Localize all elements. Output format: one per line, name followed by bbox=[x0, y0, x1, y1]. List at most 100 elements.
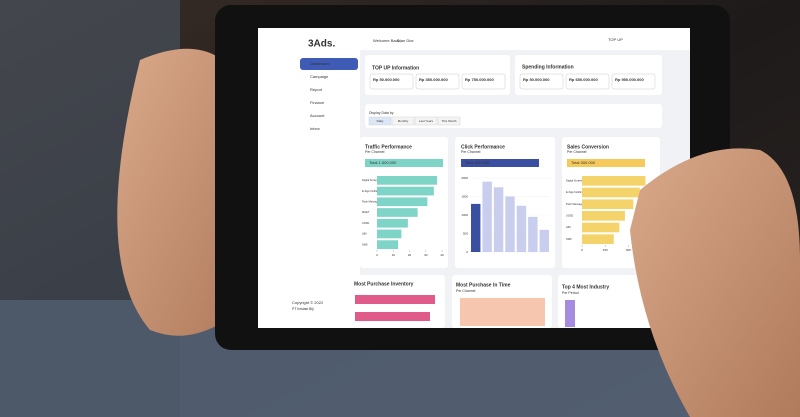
card-title: Traffic Performance bbox=[365, 144, 412, 150]
card-title: Click Performance bbox=[461, 144, 505, 150]
y-tick-label: 1500 bbox=[461, 194, 468, 198]
nav-active bbox=[300, 58, 358, 70]
display-label: Display Data by bbox=[369, 111, 394, 115]
spending-card bbox=[515, 55, 662, 95]
amount-box bbox=[461, 73, 506, 90]
y-tick-label: Push Message bbox=[362, 199, 380, 203]
bar bbox=[377, 218, 408, 228]
bar bbox=[377, 197, 428, 207]
user-name: Dian Dior bbox=[397, 38, 414, 43]
topup-card bbox=[365, 55, 510, 95]
card-title: Most Purchase Inventory bbox=[354, 281, 414, 287]
option bbox=[391, 116, 415, 126]
heatmap bbox=[460, 298, 545, 326]
total-bar bbox=[365, 159, 443, 167]
total: Total 300.000 bbox=[571, 160, 596, 165]
x-tick-label: 10 bbox=[392, 253, 396, 257]
bar bbox=[539, 229, 549, 252]
amount: Rp 650.000.000 bbox=[569, 77, 598, 82]
y-tick-label: LBA bbox=[362, 232, 367, 236]
amount: Rp 50.000.000 bbox=[523, 77, 550, 82]
x-tick-label: 40 bbox=[440, 253, 444, 257]
x-tick-label: 25K bbox=[603, 248, 608, 252]
nav-item: Inbox bbox=[310, 126, 320, 131]
card-subtitle: Per Channel bbox=[567, 150, 587, 154]
bar bbox=[377, 240, 399, 249]
total: Total 1.500.000 bbox=[369, 160, 397, 165]
amount-box bbox=[565, 73, 610, 90]
card-subtitle: Per Channel bbox=[456, 289, 476, 293]
total: Total 300.000 bbox=[465, 160, 490, 165]
y-tick-label: 2000 bbox=[461, 176, 468, 180]
topup-button[interactable]: TOP UP bbox=[608, 37, 623, 42]
amount: Rp 350.000.000 bbox=[419, 77, 448, 82]
copyright: Copyright © 2022 bbox=[292, 300, 324, 305]
y-tick-label: SMS bbox=[362, 242, 368, 246]
card-subtitle: Per Channel bbox=[365, 150, 385, 154]
bar bbox=[582, 211, 625, 221]
y-tick-label: LBA bbox=[566, 225, 571, 229]
option bbox=[437, 116, 461, 126]
nav-item: Account bbox=[310, 113, 325, 118]
total-bar bbox=[567, 159, 645, 167]
bar bbox=[582, 176, 646, 186]
bar bbox=[528, 216, 538, 252]
x-tick-label: 0 bbox=[376, 253, 378, 257]
nav-item: Report bbox=[310, 87, 323, 92]
y-tick-label: E-Sign Notification bbox=[566, 190, 588, 194]
y-tick-label: E-Sign Notification bbox=[362, 189, 384, 193]
y-tick-label: 1000 bbox=[461, 213, 468, 217]
x-tick-label: 0 bbox=[581, 248, 583, 252]
y-tick-label: Digital Screen bbox=[566, 179, 583, 183]
bar bbox=[377, 186, 434, 196]
sidebar bbox=[258, 28, 360, 328]
decor-bar bbox=[565, 300, 575, 327]
bar bbox=[582, 222, 620, 233]
x-tick-label: 50K bbox=[626, 248, 631, 252]
card-title: Most Purchase In Time bbox=[456, 282, 511, 288]
bar bbox=[582, 234, 614, 244]
option bbox=[368, 116, 392, 126]
y-tick-label: SMS bbox=[566, 237, 572, 241]
y-tick-label: MGET bbox=[362, 210, 370, 214]
amount-box bbox=[519, 73, 564, 90]
nav-item: Dashboard bbox=[310, 61, 330, 66]
y-tick-label: Push Message bbox=[566, 202, 584, 206]
option-label: Last Years bbox=[419, 119, 434, 123]
option-label: This Month bbox=[442, 119, 457, 123]
bar bbox=[377, 229, 402, 239]
card-title: Sales Conversion bbox=[567, 144, 609, 150]
logo: 3Ads. bbox=[308, 39, 335, 50]
right-hand bbox=[630, 148, 800, 417]
header bbox=[360, 28, 690, 50]
card-title: Top 4 Most Industry bbox=[562, 284, 609, 290]
x-tick-label: 20 bbox=[408, 253, 412, 257]
decor-bar bbox=[355, 295, 435, 304]
industry-card bbox=[558, 275, 658, 328]
total-bar bbox=[461, 159, 539, 167]
amount: Rp 750.000.000 bbox=[465, 77, 494, 82]
bar bbox=[516, 205, 527, 252]
bar bbox=[471, 203, 481, 252]
bar bbox=[582, 199, 634, 209]
amount: Rp 50.000.000 bbox=[373, 77, 400, 82]
bar bbox=[493, 187, 504, 252]
bar bbox=[377, 208, 418, 217]
company: PT Inisiasi Biji bbox=[292, 307, 314, 311]
nav-item: Finance bbox=[310, 100, 325, 105]
amount-box bbox=[611, 73, 656, 90]
x-tick-label: 30 bbox=[424, 253, 428, 257]
amount: Rp 950.000.000 bbox=[615, 77, 644, 82]
card-title: TOP UP Information bbox=[372, 65, 419, 71]
option-label: Monthly bbox=[398, 119, 409, 123]
bar bbox=[482, 181, 492, 252]
amount-box bbox=[415, 73, 460, 90]
card-subtitle: Per Period bbox=[562, 291, 579, 295]
decor-bar bbox=[355, 312, 430, 321]
card-title: Spending Information bbox=[522, 64, 574, 70]
bar bbox=[505, 196, 515, 252]
amount-box bbox=[369, 73, 414, 90]
bar bbox=[377, 176, 438, 185]
